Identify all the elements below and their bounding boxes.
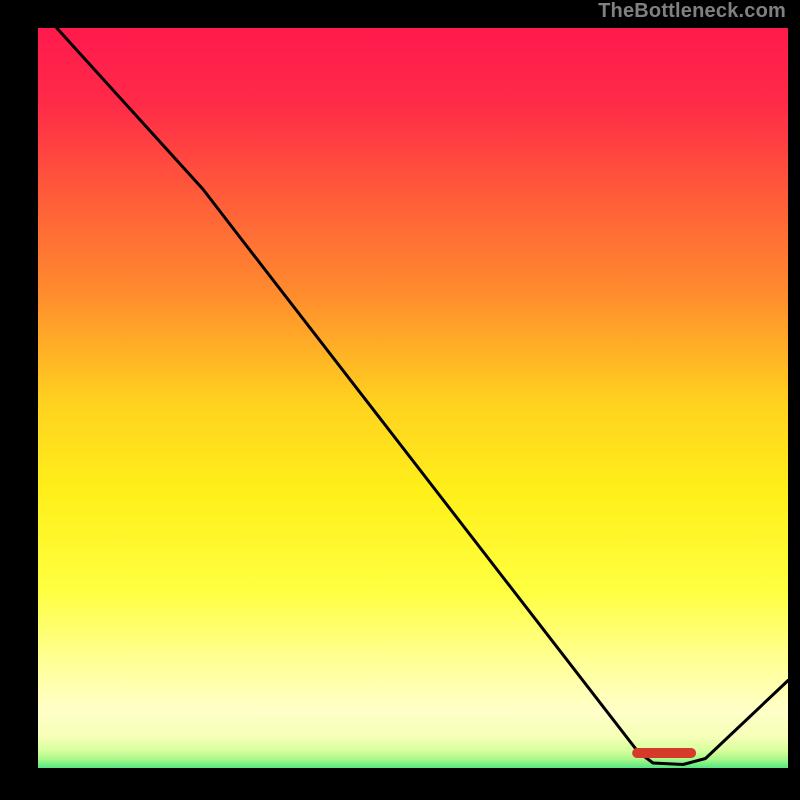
bottleneck-curve <box>38 28 788 768</box>
plot-frame <box>18 28 788 788</box>
plot-area <box>38 28 788 768</box>
optimal-range-marker <box>632 748 696 758</box>
chart-canvas: { "attribution": "TheBottleneck.com", "c… <box>0 0 800 800</box>
attribution-text: TheBottleneck.com <box>598 0 786 23</box>
